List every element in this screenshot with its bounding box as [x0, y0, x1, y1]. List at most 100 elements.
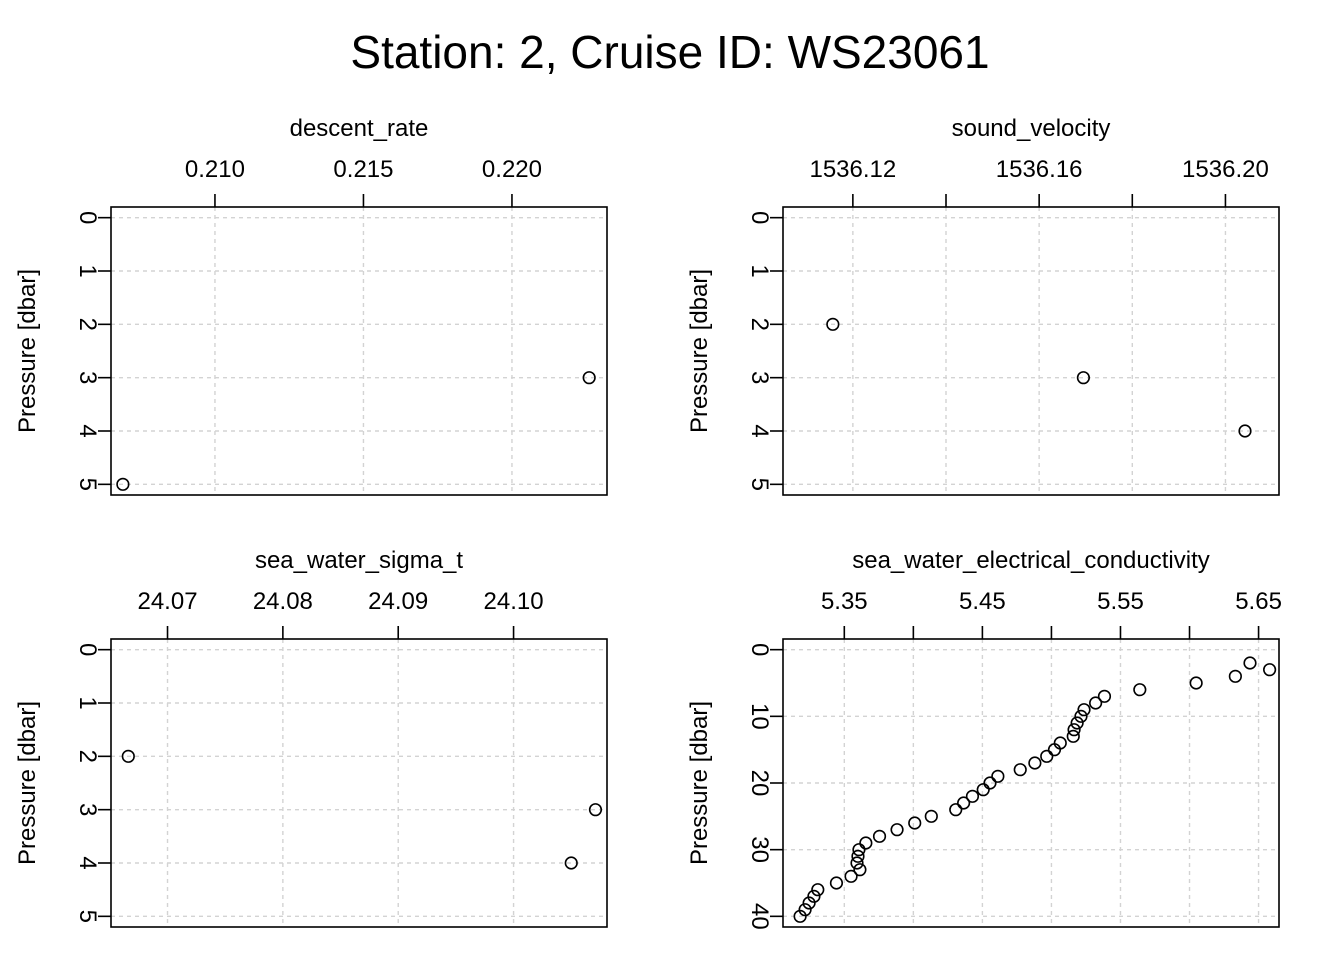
- chart-3-y-tick-label: 4: [74, 856, 101, 869]
- chart-1-title: descent_rate: [290, 115, 429, 142]
- chart-2-y-tick-label: 5: [746, 478, 773, 491]
- chart-3-y-tick-label: 5: [74, 910, 101, 923]
- chart-4-x-tick-label: 5.65: [1235, 588, 1282, 615]
- chart-4-data-point: [1243, 656, 1257, 670]
- chart-4-data-point: [976, 783, 990, 797]
- chart-4-data-point: [851, 849, 865, 863]
- chart-4-data-point: [1077, 703, 1091, 717]
- chart-4-y-tick-label: 40: [746, 903, 773, 930]
- chart-1-y-tick-label: 2: [74, 318, 101, 331]
- chart-4-data-point: [1040, 749, 1054, 763]
- chart-2-data-point: [1076, 371, 1090, 385]
- chart-1-y-tick-label: 5: [74, 478, 101, 491]
- chart-4-data-point: [1013, 763, 1027, 777]
- chart-2-x-tick-label: 1536.16: [996, 156, 1083, 183]
- chart-2-data-point: [1238, 424, 1252, 438]
- chart-3-y-tick-label: 0: [74, 643, 101, 656]
- chart-3-x-tick-label: 24.08: [253, 588, 313, 615]
- chart-1-y-tick-label: 3: [74, 371, 101, 384]
- chart-4-data-point: [811, 883, 825, 897]
- chart-4-data-point: [844, 869, 858, 883]
- chart-4-data-point: [859, 836, 873, 850]
- chart-4-data-point: [852, 843, 866, 857]
- chart-3-y-tick-label: 1: [74, 696, 101, 709]
- chart-4-data-point: [807, 889, 821, 903]
- chart-4-data-point: [1047, 743, 1062, 757]
- chart-4-x-tick-label: 5.55: [1097, 588, 1144, 615]
- chart-3-y-axis-title: Pressure [dbar]: [14, 701, 41, 865]
- chart-2-x-tick-label: 1536.12: [809, 156, 896, 183]
- chart-3-y-tick-label: 3: [74, 803, 101, 816]
- chart-3-panel: 24.07 24.08 24.09 24.10 0 1 2 3 4 5 sea_water_sigm…: [14, 547, 608, 928]
- chart-4-data-point: [949, 803, 963, 817]
- chart-1-panel: 0.210 0.215 0.220 0 1 2 3 4 5 descent_rate Pressur…: [14, 115, 608, 496]
- chart-2-title: sound_velocity: [952, 115, 1111, 142]
- chart-4-data-point: [1070, 716, 1084, 730]
- chart-2-y-tick-label: 3: [746, 371, 773, 384]
- chart-4-data-point: [850, 856, 864, 870]
- chart-4-data-point: [802, 896, 816, 910]
- chart-4-title: sea_water_electrical_conductivity: [852, 547, 1210, 574]
- chart-3-x-tick-label: 24.10: [484, 588, 544, 615]
- chart-4-data-point: [1074, 709, 1088, 723]
- chart-2-data-point: [826, 317, 840, 331]
- chart-4-x-tick-label: 5.45: [959, 588, 1006, 615]
- chart-4-data-point: [965, 789, 980, 803]
- chart-1-y-tick-label: 4: [74, 424, 101, 437]
- chart-3-x-tick-label: 24.09: [368, 588, 428, 615]
- chart-2-frame: [782, 206, 1280, 496]
- chart-4-y-tick-label: 30: [746, 836, 773, 863]
- chart-2-panel: 1536.12 1536.16 1536.20 0 1 2 3 4 5 sound_velocit…: [686, 115, 1280, 496]
- chart-1-data-point: [116, 477, 130, 491]
- chart-4-data-point: [872, 829, 887, 843]
- chart-4-data-point: [1228, 669, 1242, 683]
- chart-1-y-axis-title: Pressure [dbar]: [14, 269, 41, 433]
- chart-1-y-tick-label: 1: [74, 264, 101, 277]
- chart-4-data-point: [1263, 663, 1277, 677]
- chart-1-x-tick-label: 0.220: [482, 156, 542, 183]
- chart-2-y-tick-label: 2: [746, 318, 773, 331]
- chart-1-frame: [110, 206, 608, 496]
- chart-4-data-point: [1133, 683, 1147, 697]
- chart-3-title: sea_water_sigma_t: [255, 547, 463, 574]
- chart-4-data-point: [1028, 756, 1042, 770]
- chart-4-data-point: [908, 816, 922, 830]
- chart-4-data-point: [853, 863, 867, 877]
- chart-2-y-tick-label: 1: [746, 264, 773, 277]
- chart-3-y-tick-label: 2: [74, 750, 101, 763]
- chart-4-data-point: [1189, 676, 1203, 690]
- chart-4-y-axis-title: Pressure [dbar]: [686, 701, 713, 865]
- chart-1-x-tick-label: 0.210: [185, 156, 245, 183]
- chart-1-y-tick-label: 0: [74, 211, 101, 224]
- chart-4-data-point: [924, 809, 938, 823]
- chart-4-data-point: [957, 796, 971, 810]
- chart-4-data-point: [793, 909, 807, 923]
- chart-4-y-tick-label: 10: [746, 703, 773, 730]
- chart-3-frame: [110, 638, 608, 928]
- chart-2-y-axis-title: Pressure [dbar]: [686, 269, 713, 433]
- chart-4-data-point: [1089, 696, 1103, 710]
- chart-3-data-point: [121, 749, 135, 763]
- chart-4-data-point: [890, 823, 904, 837]
- chart-4-data-point: [1066, 729, 1080, 743]
- chart-4-data-point: [983, 776, 997, 790]
- chart-2-y-tick-label: 0: [746, 211, 773, 224]
- chart-3-data-point: [588, 803, 603, 817]
- chart-4-panel: 5.35 5.45 5.55 5.65 0 10 20 30 40 sea_water_elect…: [686, 547, 1282, 930]
- chart-4-data-point: [829, 876, 844, 890]
- chart-2-x-tick-label: 1536.20: [1182, 156, 1269, 183]
- chart-4-y-tick-label: 20: [746, 770, 773, 797]
- figure-title: Station: 2, Cruise ID: WS23061: [350, 26, 989, 78]
- chart-4-data-point: [991, 769, 1005, 783]
- chart-3-data-point: [564, 856, 578, 870]
- chart-4-y-tick-label: 0: [746, 643, 773, 656]
- chart-4-data-point: [1097, 689, 1112, 703]
- chart-1-x-tick-label: 0.215: [333, 156, 393, 183]
- chart-4-data-point: [1067, 723, 1081, 737]
- chart-4-x-tick-label: 5.35: [821, 588, 868, 615]
- chart-1-data-point: [582, 371, 596, 385]
- chart-3-x-tick-label: 24.07: [137, 588, 197, 615]
- chart-2-y-tick-label: 4: [746, 424, 773, 437]
